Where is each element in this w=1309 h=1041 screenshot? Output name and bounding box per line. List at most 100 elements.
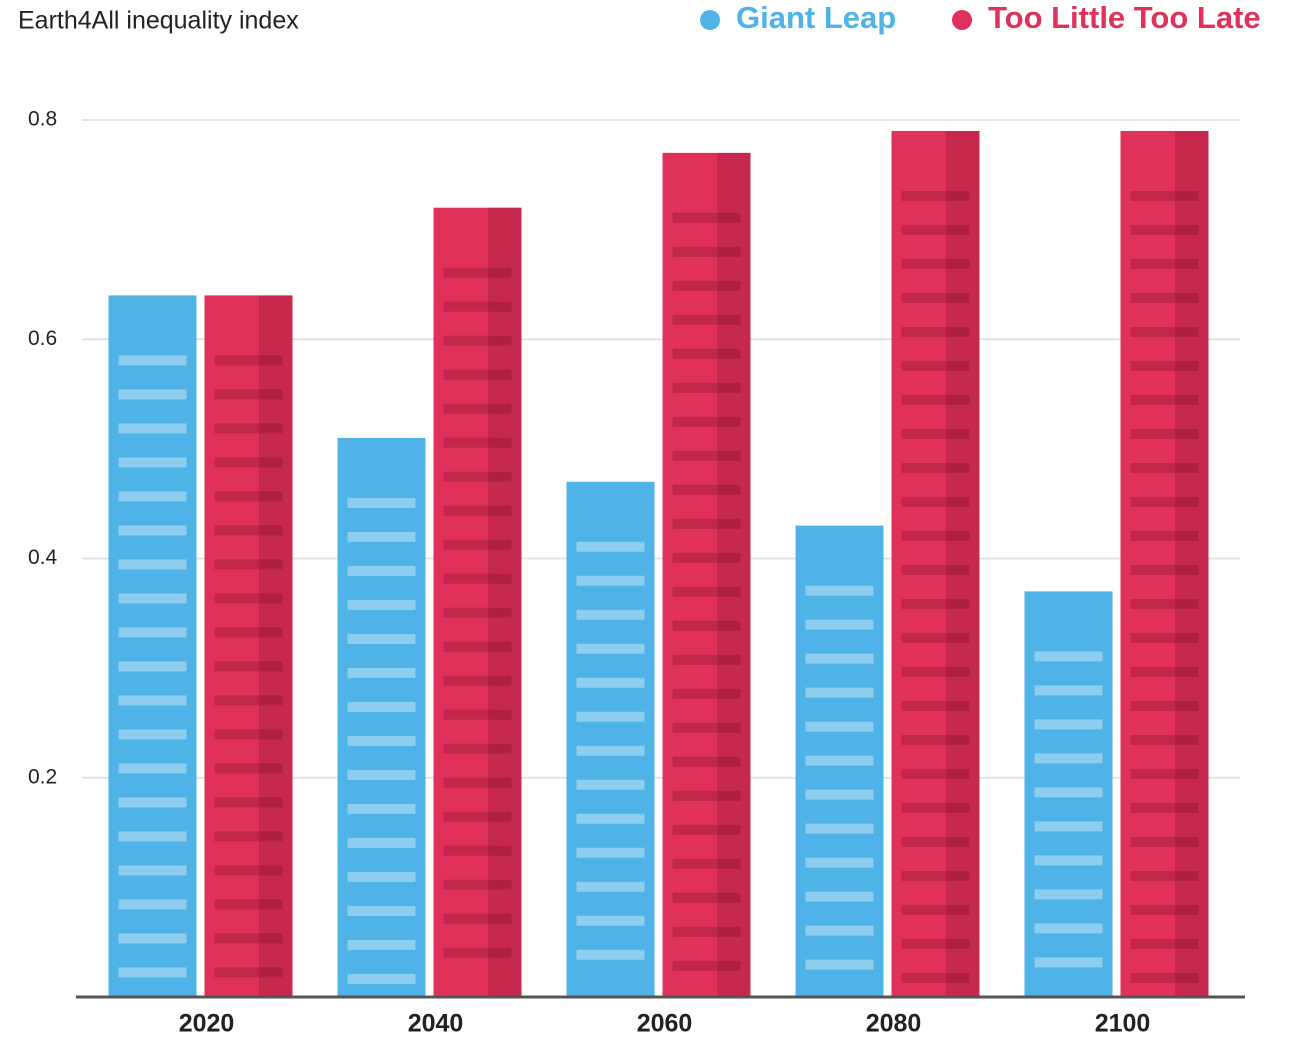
bar [204,295,293,997]
window-stripe [214,525,283,536]
x-tick-label: 2080 [866,1010,922,1038]
bar-shade [488,207,522,997]
window-stripe [1130,666,1199,677]
window-stripe [214,423,283,434]
window-stripe [576,881,645,892]
window-stripe [118,661,187,672]
window-stripe [672,688,741,699]
window-stripe [672,620,741,631]
window-stripe [1034,719,1103,730]
bar-shade [1175,130,1209,997]
window-stripe [1130,734,1199,745]
window-stripe [1130,428,1199,439]
window-stripe [672,280,741,291]
window-stripe [443,947,512,958]
window-stripe [443,913,512,924]
window-stripe [805,857,874,868]
window-stripe [443,573,512,584]
window-stripe [214,559,283,570]
window-stripe [347,973,416,984]
window-stripe [901,326,970,337]
window-stripe [672,892,741,903]
window-stripe [805,653,874,664]
window-stripe [214,457,283,468]
window-stripe [576,949,645,960]
window-stripe [1130,802,1199,813]
window-stripe [347,667,416,678]
window-stripe [347,633,416,644]
window-stripe [1130,904,1199,915]
window-stripe [1130,700,1199,711]
window-stripe [672,654,741,665]
window-stripe [118,389,187,400]
window-stripe [672,314,741,325]
bar [795,525,884,997]
y-tick-label: 0.8 [28,108,57,131]
window-stripe [118,729,187,740]
window-stripe [576,915,645,926]
window-stripe [118,831,187,842]
window-stripe [443,301,512,312]
window-stripe [214,661,283,672]
bar [1024,591,1113,997]
window-stripe [1130,870,1199,881]
bar-shade [259,295,293,997]
window-stripe [347,871,416,882]
window-stripe [443,777,512,788]
window-stripe [901,394,970,405]
window-stripe [672,382,741,393]
window-stripe [901,292,970,303]
legend-marker [700,10,720,30]
window-stripe [672,858,741,869]
window-stripe [347,497,416,508]
window-stripe [672,586,741,597]
x-tick-label: 2040 [408,1010,464,1038]
bar [891,130,980,997]
window-stripe [901,564,970,575]
window-stripe [118,763,187,774]
window-stripe [443,709,512,720]
y-tick-label: 0.2 [28,765,57,788]
y-tick-label: 0.4 [28,546,58,569]
window-stripe [672,348,741,359]
window-stripe [576,711,645,722]
window-stripe [214,491,283,502]
window-stripe [118,355,187,366]
window-stripe [118,865,187,876]
window-stripe [214,933,283,944]
window-stripe [1130,598,1199,609]
window-stripe [576,847,645,858]
window-stripe [901,666,970,677]
window-stripe [214,695,283,706]
window-stripe [672,416,741,427]
window-stripe [672,722,741,733]
window-stripe [576,813,645,824]
window-stripe [347,735,416,746]
window-stripe [576,609,645,620]
window-stripe [347,803,416,814]
window-stripe [443,675,512,686]
window-stripe [805,823,874,834]
window-stripe [1130,462,1199,473]
legend-label: Giant Leap [736,0,896,35]
window-stripe [214,865,283,876]
window-stripe [901,598,970,609]
window-stripe [443,369,512,380]
window-stripe [1034,821,1103,832]
window-stripe [214,729,283,740]
window-stripe [118,695,187,706]
window-stripe [672,824,741,835]
window-stripe [901,496,970,507]
window-stripe [1130,258,1199,269]
window-stripe [347,565,416,576]
window-stripe [901,224,970,235]
window-stripe [901,768,970,779]
window-stripe [347,939,416,950]
window-stripe [805,789,874,800]
window-stripe [443,505,512,516]
window-stripe [1034,855,1103,866]
window-stripe [1130,326,1199,337]
bar [108,295,197,997]
x-tick-label: 2060 [637,1010,693,1038]
window-stripe [901,802,970,813]
